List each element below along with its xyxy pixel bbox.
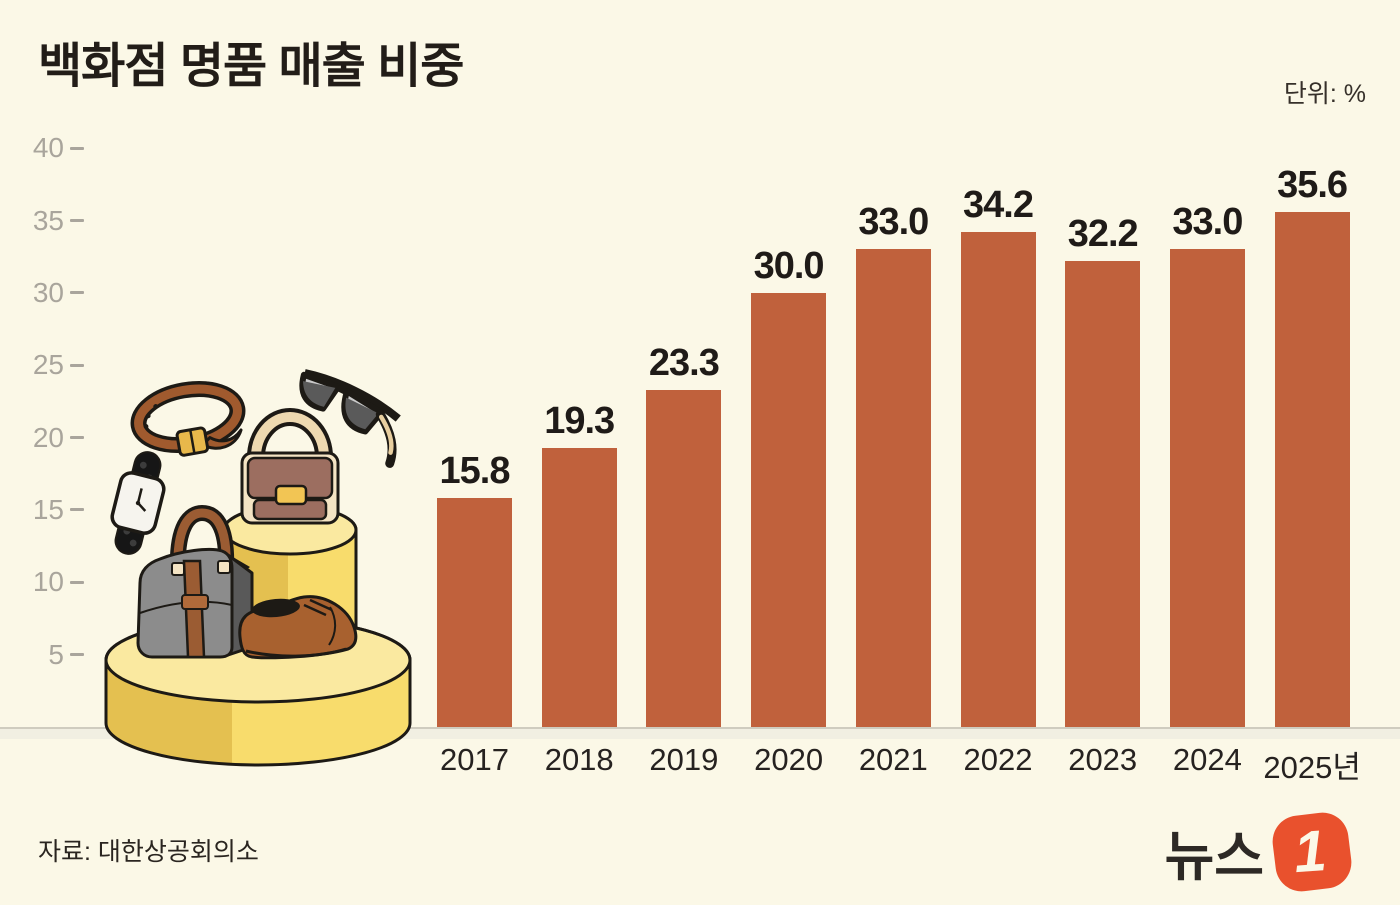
unit-label: 단위: % [1283,80,1366,108]
luxury-goods-illustration [104,369,412,767]
value-label: 23.3 [648,341,720,384]
handbag-icon [240,408,340,525]
y-axis-tick-mark [70,363,84,367]
news1-logo-text: 뉴스 [1164,827,1264,887]
dress-shoe-icon [238,595,358,660]
chart-title: 백화점 명품 매출 비중 [38,40,464,93]
news1-logo-one: 1 [1291,817,1329,885]
y-axis-tick-mark [70,146,84,150]
x-axis-label: 2023 [1068,742,1138,777]
y-axis-tick-mark [70,508,84,512]
bar-2020 [751,292,827,727]
wristwatch-icon [110,451,166,555]
value-label: 19.3 [544,399,615,442]
value-label: 32.2 [1067,213,1139,256]
belt-icon [130,381,246,457]
x-axis-label: 2024 [1172,742,1242,777]
bar-2024 [1169,249,1245,727]
bar-2017 [437,498,512,727]
bar-2019 [646,389,722,727]
x-axis-label: 2020 [754,742,824,777]
value-label: 15.8 [439,450,511,493]
value-label: 33.0 [858,201,929,244]
x-axis-label: 2018 [544,742,614,777]
y-axis-tick-mark [70,291,84,295]
value-label: 34.2 [963,184,1034,227]
y-axis-tick-mark [70,436,84,440]
y-axis-tick-mark [70,653,84,657]
bar-2025년 [1274,211,1350,727]
value-label: 35.6 [1277,163,1348,206]
bar-2018 [541,447,617,727]
x-axis-label: 2019 [649,742,719,777]
y-axis-tick-mark [70,219,84,223]
x-axis-label: 2022 [963,742,1033,777]
news1-logo-mark-icon: 1 [1269,809,1355,894]
x-axis-label: 2017 [440,742,509,777]
bar-2021 [855,249,931,727]
news1-logo: 뉴스 1 [1164,809,1355,894]
bar-2022 [960,232,1036,727]
bar-2023 [1065,261,1141,727]
sunglasses-icon [299,369,401,468]
value-label: 30.0 [753,244,825,287]
x-axis-label: 2021 [858,742,928,777]
y-axis-tick-mark [70,580,84,584]
source-text: 자료: 대한상공회의소 [38,838,259,866]
x-axis-label: 2025년 [1263,750,1361,785]
value-label: 33.0 [1172,201,1243,244]
